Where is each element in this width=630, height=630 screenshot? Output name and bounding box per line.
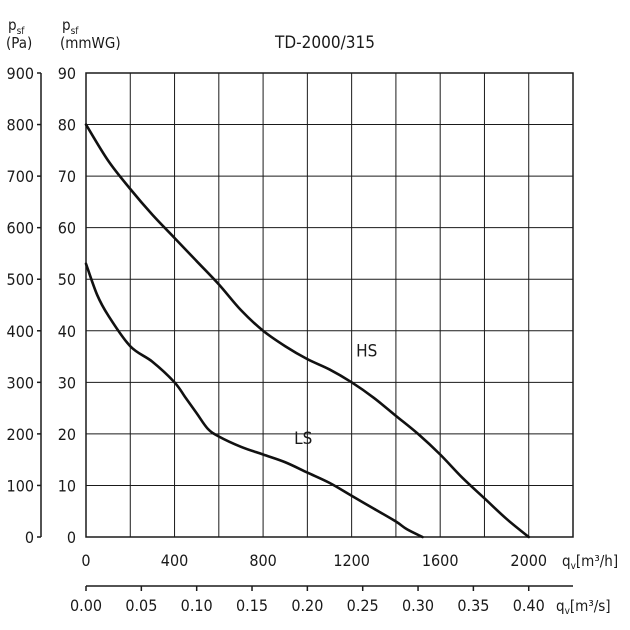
curve-label-hs: HS bbox=[356, 342, 377, 362]
curve-hs bbox=[84, 123, 531, 539]
plot-border bbox=[85, 72, 574, 538]
y-tick-label-mmwg: 40 bbox=[58, 322, 76, 341]
curve-ls bbox=[84, 262, 424, 539]
left-axis-unit: psf (Pa) bbox=[6, 16, 32, 52]
y-tick-label-mmwg: 20 bbox=[58, 425, 76, 444]
y-tick-label-pa: 300 bbox=[7, 373, 34, 392]
chart-title: TD-2000/315 bbox=[274, 33, 375, 53]
x-tick-label-m3h: 400 bbox=[161, 551, 188, 570]
x-tick-label-m3s: 0.00 bbox=[70, 596, 102, 615]
y-tick-label-mmwg: 80 bbox=[58, 116, 76, 135]
x-tick-label-m3s: 0.30 bbox=[402, 596, 434, 615]
x-tick-label-m3s: 0.10 bbox=[181, 596, 213, 615]
svg-text:psf: psf bbox=[62, 16, 79, 37]
y-tick-label-pa: 200 bbox=[7, 425, 34, 444]
plot-frame bbox=[85, 72, 574, 538]
x-axis-m3h-ticks: 0 400 800 1200 1600 2000 bbox=[81, 551, 547, 570]
grid bbox=[86, 73, 573, 537]
y-axis-pa-ticks: 0 100 200 300 400 500 600 700 800 900 bbox=[7, 64, 42, 547]
svg-text:(mmWG): (mmWG) bbox=[60, 34, 121, 52]
x-tick-label-m3h: 0 bbox=[81, 551, 90, 570]
y-tick-label-mmwg: 90 bbox=[58, 64, 76, 83]
y-axis-mmwg-ticks: 0 10 20 30 40 50 60 70 80 90 bbox=[58, 64, 76, 547]
curve-labels: HS LS bbox=[294, 342, 377, 450]
y-tick-label-pa: 400 bbox=[7, 322, 34, 341]
x-tick-label-m3s: 0.35 bbox=[457, 596, 489, 615]
y-tick-label-mmwg: 10 bbox=[58, 476, 76, 495]
mmwg-axis-unit: psf (mmWG) bbox=[60, 16, 121, 52]
y-tick-label-pa: 800 bbox=[7, 116, 34, 135]
y-tick-label-pa: 600 bbox=[7, 219, 34, 238]
x-tick-label-m3s: 0.40 bbox=[513, 596, 545, 615]
y-tick-label-mmwg: 30 bbox=[58, 373, 76, 392]
x-tick-label-m3h: 800 bbox=[249, 551, 276, 570]
y-tick-label-pa: 900 bbox=[7, 64, 34, 83]
x-axis-m3h-unit: qv[m³/h] bbox=[562, 552, 618, 572]
x-tick-label-m3s: 0.15 bbox=[236, 596, 268, 615]
x-tick-label-m3h: 1200 bbox=[333, 551, 370, 570]
y-tick-label-mmwg: 60 bbox=[58, 219, 76, 238]
y-tick-label-mmwg: 70 bbox=[58, 167, 76, 186]
curves bbox=[84, 123, 531, 539]
svg-text:(Pa): (Pa) bbox=[6, 34, 32, 52]
x-axis-m3s: 0.00 0.05 0.10 0.15 0.20 0.25 0.30 0.35 0.40 bbox=[70, 585, 573, 615]
x-tick-label-m3s: 0.05 bbox=[125, 596, 157, 615]
curve-label-ls: LS bbox=[294, 429, 312, 449]
y-tick-label-mmwg: 50 bbox=[58, 270, 76, 289]
y-tick-label-pa: 0 bbox=[25, 528, 34, 547]
x-tick-label-m3h: 2000 bbox=[510, 551, 547, 570]
y-tick-label-pa: 100 bbox=[7, 476, 34, 495]
y-tick-label-pa: 700 bbox=[7, 167, 34, 186]
svg-text:psf: psf bbox=[8, 16, 25, 37]
y-tick-label-pa: 500 bbox=[7, 270, 34, 289]
x-axis-m3s-unit: qv[m³/s] bbox=[556, 597, 611, 617]
x-tick-label-m3h: 1600 bbox=[422, 551, 459, 570]
y-tick-label-mmwg: 0 bbox=[67, 528, 76, 547]
x-tick-label-m3s: 0.25 bbox=[347, 596, 379, 615]
x-tick-label-m3s: 0.20 bbox=[291, 596, 323, 615]
